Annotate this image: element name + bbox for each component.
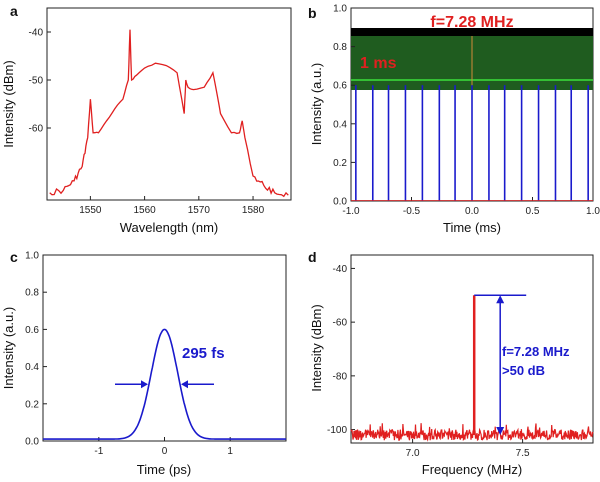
panel-a-xlabel: Wavelength (nm) — [120, 220, 219, 235]
panel-label-a: a — [10, 3, 18, 19]
panel-b-xlabel: Time (ms) — [443, 220, 501, 235]
panel-a-ytick-label: -40 — [29, 28, 44, 39]
panel-d-xlabel: Frequency (MHz) — [422, 462, 522, 477]
panel-a-xtick-label: 1570 — [188, 205, 211, 216]
panel-b-xtick-label: -0.5 — [403, 206, 421, 217]
panel-d-annotation-snr: >50 dB — [502, 363, 545, 378]
panel-b-xtick-label: 0.5 — [526, 206, 540, 217]
panel-c-left-arrowhead — [141, 380, 149, 389]
panel-a-xtick-label: 1580 — [242, 205, 265, 216]
panel-label-c: c — [10, 249, 18, 265]
panel-c-ytick-label: 0.0 — [25, 437, 39, 448]
panel-a-spectrum: 1550 1560 1570 1580 -40 -50 -60 Wavelength (nm… — [1, 7, 292, 235]
panel-c-xlabel: Time (ps) — [137, 462, 191, 477]
panel-c-ytick-label: 0.4 — [25, 362, 39, 373]
panel-b-xtick-label: -1.0 — [342, 206, 360, 217]
panel-a-ytick-label: -50 — [29, 76, 44, 87]
panel-b-ytick-label: 0.6 — [333, 81, 347, 92]
panel-a-ytick-label: -60 — [29, 124, 44, 135]
panel-a-ylabel: Intensity (dBm) — [1, 60, 16, 147]
panel-c-right-arrowhead — [180, 380, 188, 389]
panel-c-pulse-line — [43, 328, 286, 440]
panel-d-rf-spectrum: 7.0 7.5 -40 -60 -80 -100 f=7.28 MHz >50 dB Fr… — [309, 254, 594, 477]
panel-d-ytick-label: -40 — [333, 264, 348, 275]
panel-d-ylabel: Intensity (dBm) — [309, 304, 324, 391]
panel-label-d: d — [308, 249, 317, 265]
panel-d-noise-floor — [350, 423, 594, 442]
panel-a-spectrum-line — [49, 29, 289, 198]
panel-c-ylabel: Intensity (a.u.) — [1, 307, 16, 389]
panel-c-annotation: 295 fs — [182, 345, 225, 362]
panel-b-annotation: f=7.28 MHz — [430, 14, 513, 31]
panel-d-snr-arrow — [474, 294, 527, 435]
panel-c-ytick-label: 0.8 — [25, 288, 39, 299]
panel-b-ytick-label: 0.8 — [333, 42, 347, 53]
panel-b-xtick-label: 0.0 — [465, 206, 479, 217]
panel-c-autocorrelation: -1 0 10.00.20.40.60.81.0 295 fs Time (ps) … — [1, 251, 287, 477]
panel-c-ytick-label: 0.2 — [25, 399, 39, 410]
panel-d-annotation-freq: f=7.28 MHz — [502, 344, 570, 359]
panel-a-frame — [46, 7, 292, 201]
panel-d-snr-arrowhead-top — [496, 295, 505, 304]
panel-b-ytick-label: 0.0 — [333, 197, 347, 208]
panel-b-ytick-label: 0.4 — [333, 119, 347, 130]
panel-b-xtick-label: 1.0 — [586, 206, 600, 217]
panel-c-xtick-label: 0 — [162, 446, 168, 457]
panel-b-pulse-train: 1 ms f=7.28 MHz -1.0 -0.5 0.0 0.5 1.0 0.0 0.2 0… — [309, 4, 600, 236]
panel-b-ytick-label: 0.2 — [333, 158, 347, 169]
panel-label-b: b — [308, 5, 317, 21]
panel-c-xtick-label: -1 — [94, 446, 103, 457]
panel-c-ytick-label: 1.0 — [25, 251, 39, 262]
panel-b-ylabel: Intensity (a.u.) — [309, 63, 324, 145]
panel-d-ytick-label: -80 — [333, 371, 348, 382]
panel-d-frame — [350, 254, 594, 444]
panel-c-fwhm-arrows — [115, 380, 214, 389]
panel-a-xtick-label: 1550 — [79, 205, 102, 216]
panel-d-xtick-label: 7.5 — [516, 448, 530, 459]
panel-d-snr-arrowhead-bottom — [496, 426, 505, 435]
panel-b-inset-label: 1 ms — [360, 55, 397, 72]
panel-c-ytick-label: 0.6 — [25, 325, 39, 336]
panel-c-xtick-label: 1 — [227, 446, 233, 457]
panel-d-xtick-label: 7.0 — [406, 448, 420, 459]
panel-c-frame — [42, 254, 287, 442]
panel-d-ytick-label: -60 — [333, 318, 348, 329]
panel-d-ytick-label: -100 — [327, 425, 347, 436]
panel-a-xtick-label: 1560 — [133, 205, 156, 216]
panel-b-inset-topbar — [351, 28, 593, 36]
panel-b-ytick-label: 1.0 — [333, 4, 347, 15]
